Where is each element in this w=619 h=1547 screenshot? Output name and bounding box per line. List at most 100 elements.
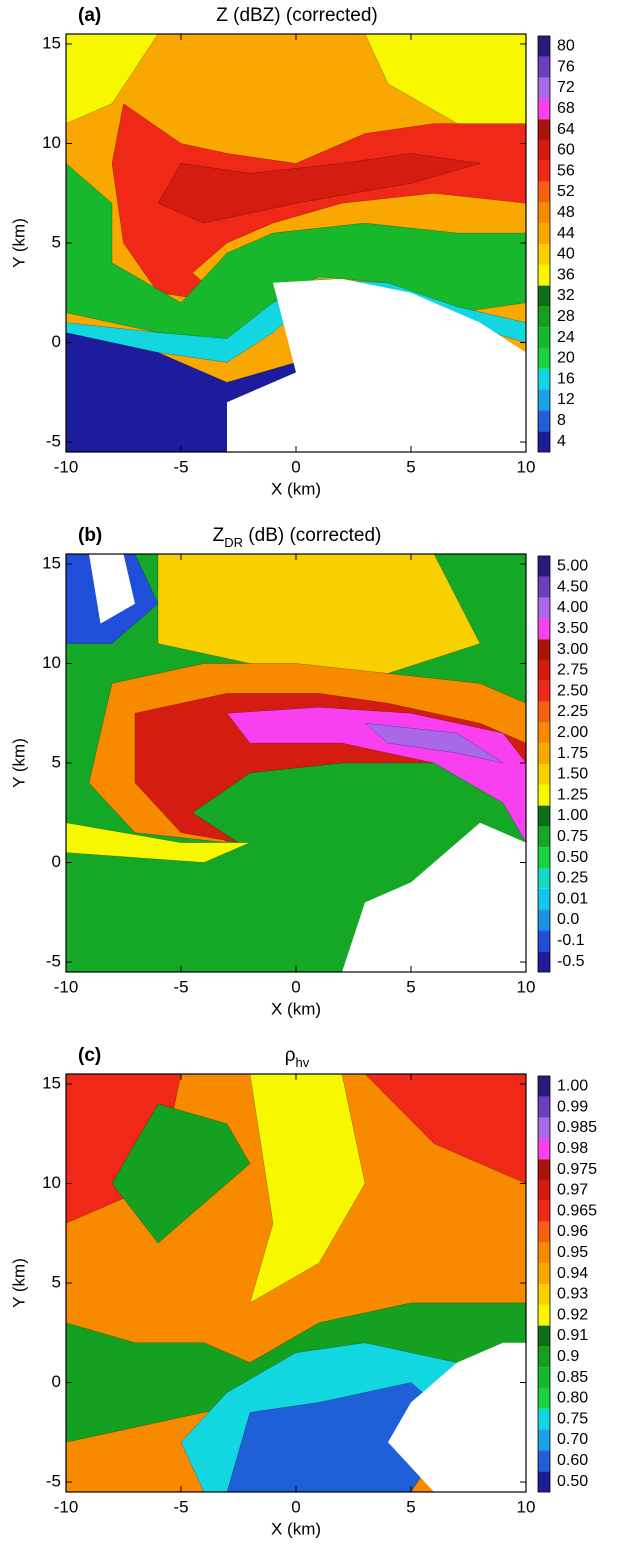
y-tick-label: 10 [42, 1173, 61, 1192]
colorbar-swatch [538, 140, 550, 161]
y-axis-label: Y (km) [9, 218, 28, 268]
panel-label: (a) [78, 5, 101, 26]
y-tick-label: -5 [46, 432, 61, 451]
colorbar-label: 60 [557, 142, 575, 159]
colorbar-swatch [538, 1222, 550, 1243]
y-tick-label: 0 [52, 332, 61, 351]
panel-label: (c) [78, 1045, 101, 1066]
colorbar-swatch [538, 806, 550, 827]
colorbar-swatch [538, 868, 550, 889]
colorbar-label: -0.5 [557, 953, 585, 970]
title-part: DR [224, 535, 243, 550]
panel: (b)ZDR (dB) (corrected)-10-50510-5051015… [9, 525, 588, 1018]
colorbar-swatch [538, 722, 550, 743]
colorbar-swatch [538, 223, 550, 244]
colorbar-label: 48 [557, 204, 575, 221]
colorbar-swatch [538, 327, 550, 348]
y-tick-label: 0 [52, 852, 61, 871]
x-tick-label: 5 [406, 457, 415, 476]
colorbar-swatch [538, 1430, 550, 1451]
colorbar-label: 20 [557, 350, 575, 367]
colorbar-swatch [538, 930, 550, 951]
colorbar-swatch [538, 598, 550, 619]
colorbar-label: 1.00 [557, 807, 588, 824]
x-tick-label: 10 [517, 977, 536, 996]
colorbar-swatch [538, 785, 550, 806]
colorbar-label: -0.1 [557, 932, 585, 949]
colorbar-swatch [538, 1201, 550, 1222]
colorbar-label: 8 [557, 412, 566, 429]
colorbar-swatch [538, 1367, 550, 1388]
colorbar-swatch [538, 119, 550, 140]
colorbar-label: 3.00 [557, 641, 588, 658]
colorbar-label: 76 [557, 58, 575, 75]
colorbar-swatch [538, 764, 550, 785]
colorbar-label: 2.00 [557, 724, 588, 741]
colorbar-swatch [538, 265, 550, 286]
colorbar-label: 1.50 [557, 766, 588, 783]
colorbar-swatch [538, 1263, 550, 1284]
colorbar-label: 72 [557, 79, 575, 96]
chart-title: Z (dBZ) (corrected) [216, 5, 378, 26]
colorbar-swatch [538, 390, 550, 411]
colorbar-label: 0.0 [557, 911, 579, 928]
colorbar-swatch [538, 889, 550, 910]
colorbar-label: 0.985 [557, 1119, 597, 1136]
colorbar-label: 0.98 [557, 1140, 588, 1157]
colorbar-label: 16 [557, 370, 575, 387]
colorbar-swatch [538, 1346, 550, 1367]
x-tick-label: -5 [173, 1497, 188, 1516]
panel: (c)ρhv-10-50510-5051015X (km)Y (km)0.500… [9, 1045, 597, 1538]
chart-title: ZDR (dB) (corrected) [213, 525, 382, 550]
y-tick-label: 0 [52, 1372, 61, 1391]
colorbar-swatch [538, 951, 550, 972]
title-part: Z [213, 525, 225, 546]
colorbar-swatch [538, 1305, 550, 1326]
colorbar-label: 0.85 [557, 1369, 588, 1386]
colorbar-swatch [538, 1138, 550, 1159]
colorbar-swatch [538, 618, 550, 639]
colorbar-swatch [538, 78, 550, 99]
colorbar-swatch [538, 1180, 550, 1201]
colorbar-swatch [538, 431, 550, 452]
colorbar-label: 68 [557, 100, 575, 117]
x-tick-label: -10 [54, 457, 79, 476]
y-tick-label: 5 [52, 1272, 61, 1291]
x-tick-label: -10 [54, 977, 79, 996]
colorbar-swatch [538, 1242, 550, 1263]
x-tick-label: -5 [173, 457, 188, 476]
y-tick-label: 15 [42, 33, 61, 52]
colorbar-swatch [538, 1284, 550, 1305]
colorbar-swatch [538, 244, 550, 265]
colorbar-label: 2.50 [557, 682, 588, 699]
colorbar-label: 2.75 [557, 662, 588, 679]
colorbar-label: 4.50 [557, 578, 588, 595]
colorbar-label: 0.9 [557, 1348, 579, 1365]
x-tick-label: 0 [291, 1497, 300, 1516]
colorbar-label: 36 [557, 266, 575, 283]
x-tick-label: 10 [517, 1497, 536, 1516]
colorbar-swatch [538, 410, 550, 431]
colorbar-swatch [538, 702, 550, 723]
chart-title: ρhv [285, 1045, 310, 1070]
colorbar-label: 0.94 [557, 1265, 588, 1282]
title-part: (dB) (corrected) [243, 525, 381, 546]
x-tick-label: -5 [173, 977, 188, 996]
title-part: ρ [285, 1045, 296, 1066]
colorbar-label: 12 [557, 391, 575, 408]
colorbar-swatch [538, 98, 550, 119]
colorbar-swatch [538, 556, 550, 577]
colorbar-label: 4 [557, 433, 566, 450]
colorbar-swatch [538, 743, 550, 764]
colorbar-swatch [538, 826, 550, 847]
y-tick-label: -5 [46, 952, 61, 971]
colorbar-label: 56 [557, 162, 575, 179]
colorbar-label: 0.60 [557, 1452, 588, 1469]
colorbar-label: 0.99 [557, 1098, 588, 1115]
colorbar-label: 5.00 [557, 558, 588, 575]
colorbar-label: 40 [557, 246, 575, 263]
colorbar-swatch [538, 182, 550, 203]
colorbar-swatch [538, 1326, 550, 1347]
colorbar-label: 0.75 [557, 828, 588, 845]
